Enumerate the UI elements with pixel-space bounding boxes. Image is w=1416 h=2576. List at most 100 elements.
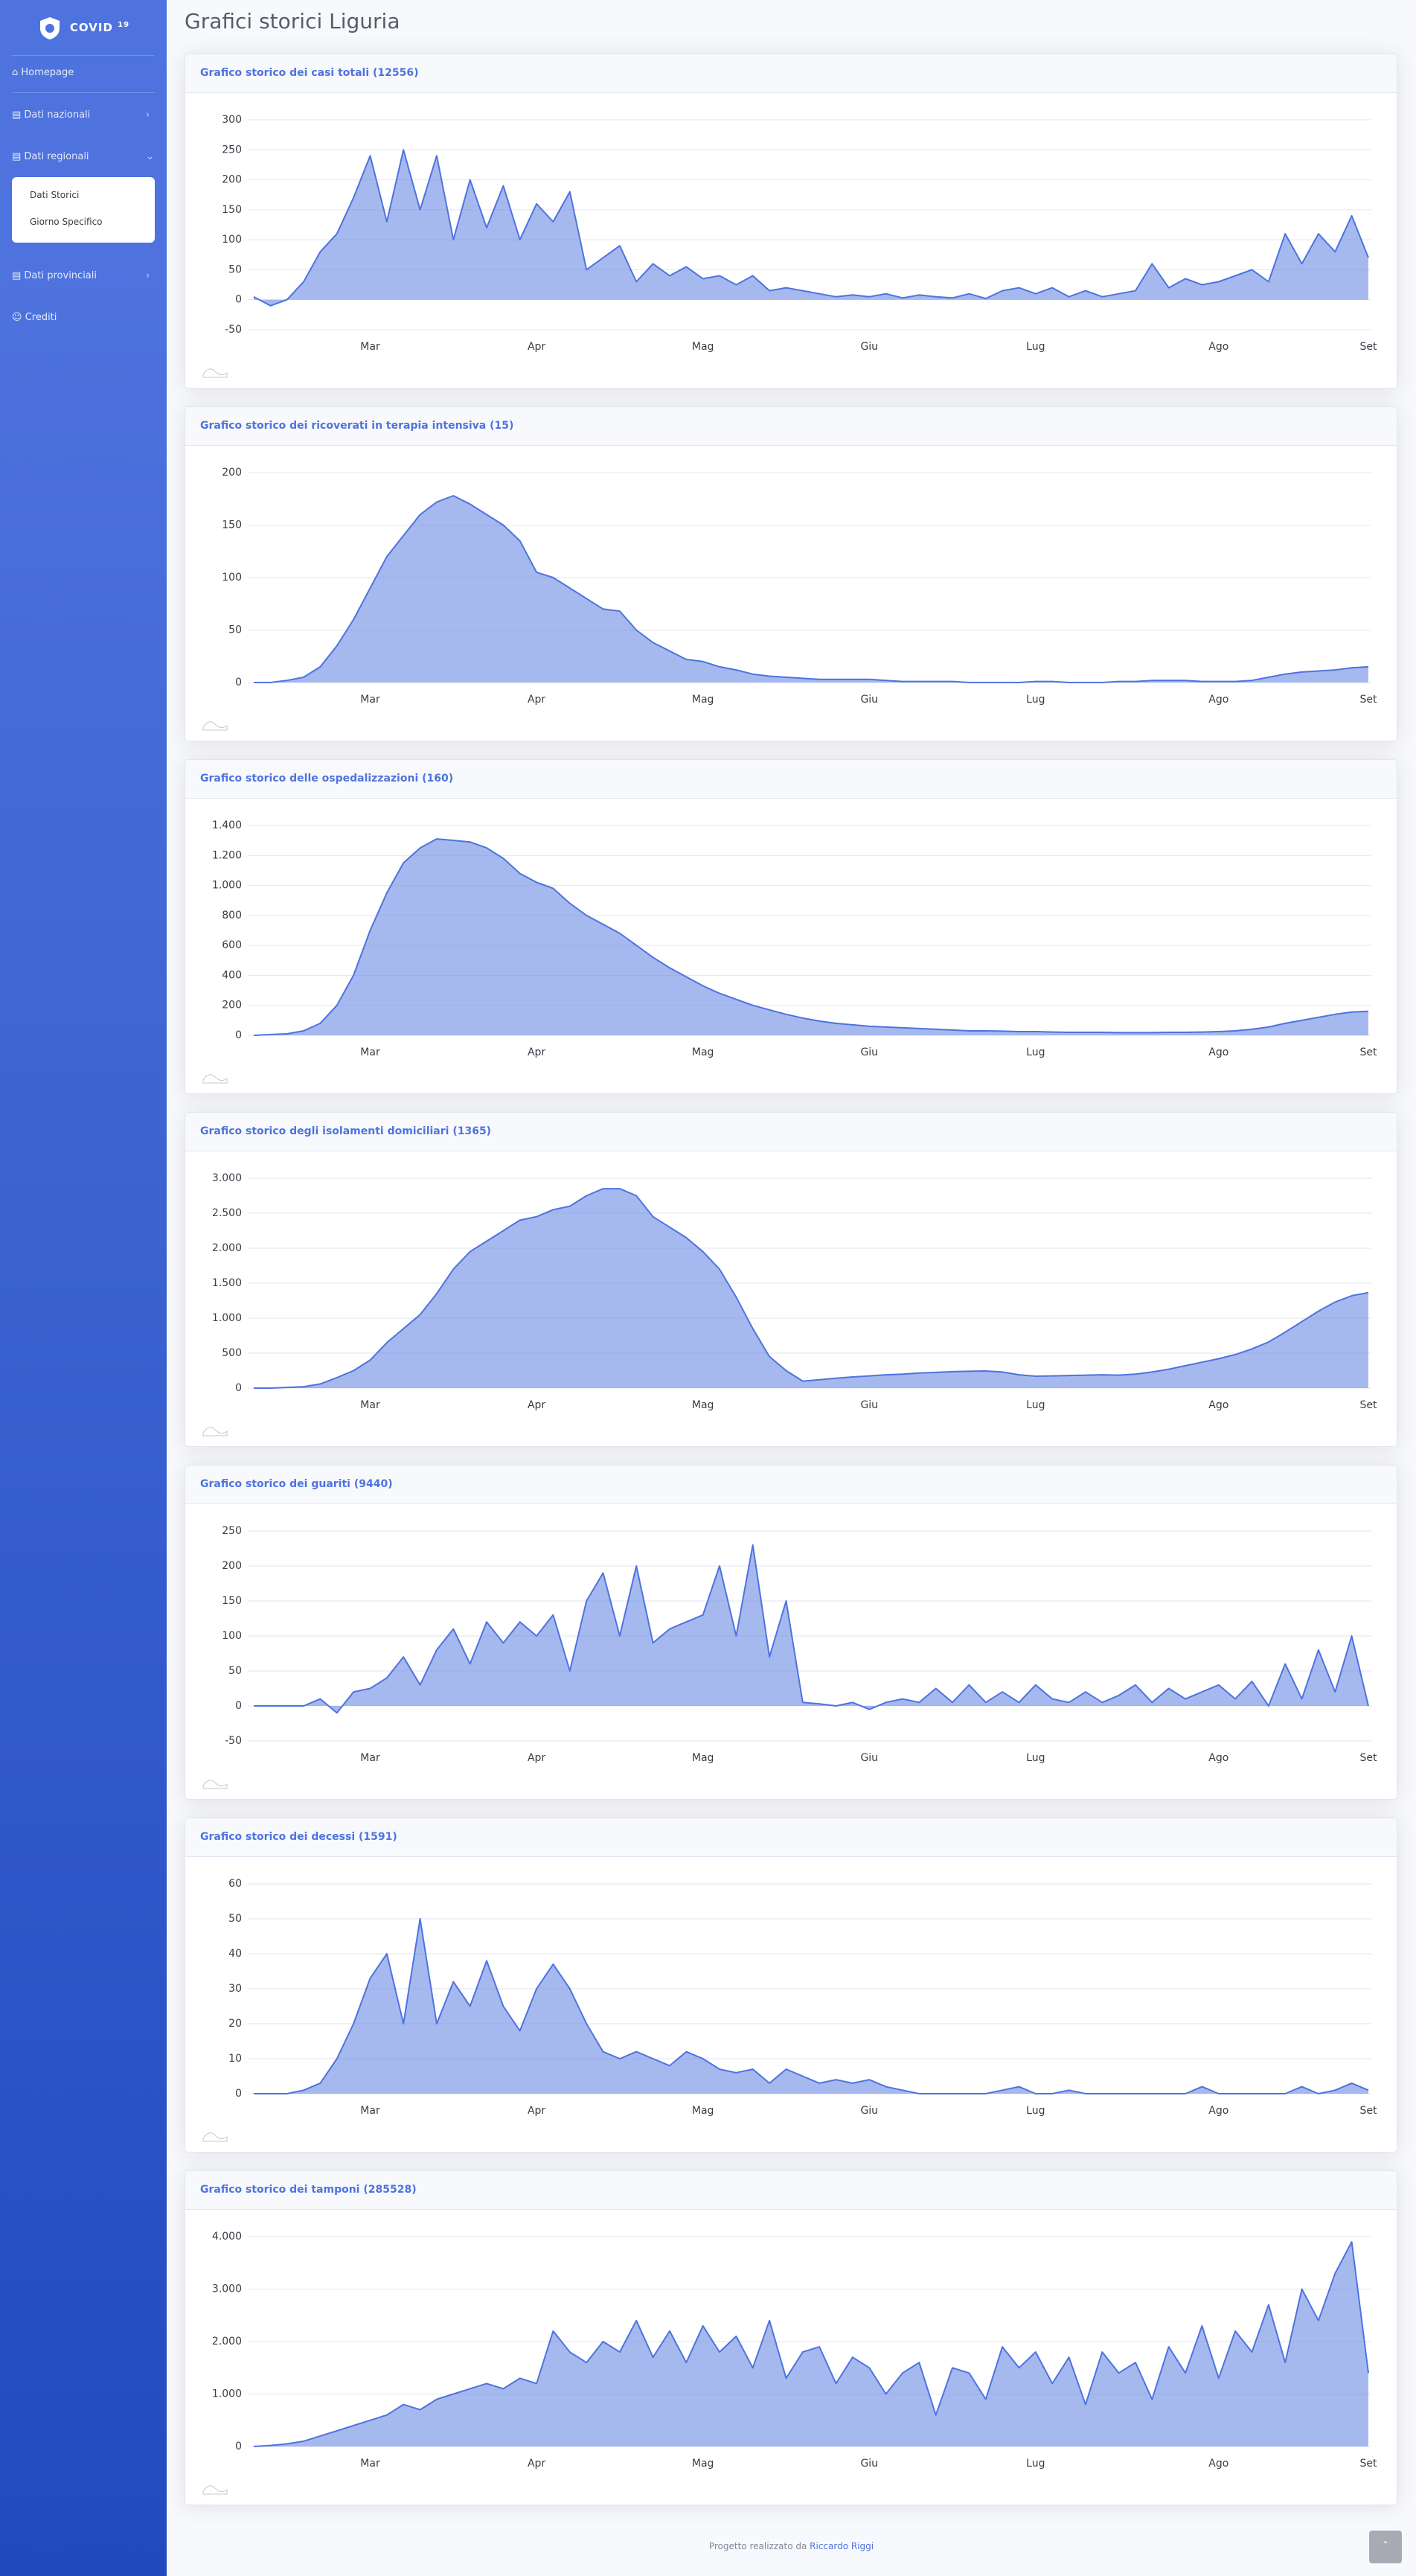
- y-tick-label: 400: [222, 969, 242, 981]
- area: [254, 1919, 1368, 2094]
- x-tick-label: Lug: [1026, 1399, 1045, 1411]
- x-tick-label: Ago: [1208, 1046, 1228, 1058]
- x-tick-label: Ago: [1208, 694, 1228, 706]
- nav-label: Crediti: [25, 312, 57, 323]
- x-tick-label: Mag: [692, 1399, 714, 1411]
- y-tick-label: 60: [228, 1878, 242, 1890]
- y-tick-label: 100: [222, 572, 242, 584]
- x-tick-label: Lug: [1026, 1752, 1045, 1764]
- x-tick-label: Mag: [692, 2105, 714, 2117]
- legend-icon: [202, 1427, 228, 1436]
- x-tick-label: Set: [1360, 2458, 1378, 2470]
- y-tick-label: 50: [228, 263, 242, 275]
- x-tick-label: Mar: [360, 2105, 380, 2117]
- y-tick-label: 150: [222, 204, 242, 216]
- y-tick-label: 1.000: [212, 1312, 242, 1324]
- x-tick-label: Ago: [1208, 1399, 1228, 1411]
- nav-item[interactable]: ▤ Dati nazionali: [12, 109, 91, 121]
- nav-item[interactable]: ▤ Dati regionali: [12, 151, 89, 162]
- y-tick-label: 200: [222, 174, 242, 186]
- nav-label: Dati provinciali: [24, 270, 97, 281]
- x-tick-label: Set: [1360, 1046, 1378, 1058]
- y-tick-label: -50: [225, 1735, 242, 1747]
- scroll-top-button[interactable]: ˆ: [1369, 2531, 1402, 2563]
- y-tick-label: 0: [235, 2088, 242, 2100]
- chart: 0 1.000 2.000 3.000 4.000 Mar Apr Mag Giu Lug Ago S…: [202, 2231, 1378, 2495]
- area: [254, 839, 1368, 1035]
- y-tick-label: 2.500: [212, 1207, 242, 1219]
- line: [254, 495, 1369, 683]
- y-tick-label: 100: [222, 234, 242, 246]
- chart: 0 50 100 150 200 Mar Apr Mag Giu Lug Ago Set: [202, 467, 1377, 731]
- legend-icon: [202, 368, 228, 378]
- nav-label: Homepage: [21, 67, 74, 78]
- y-tick-label: 1.200: [212, 849, 242, 861]
- x-tick-label: Set: [1360, 341, 1378, 353]
- divider: [12, 92, 155, 93]
- submenu-item[interactable]: Giorno Specifico: [30, 217, 103, 227]
- y-tick-label: 200: [222, 467, 242, 479]
- y-tick-label: 0: [235, 677, 242, 688]
- x-tick-label: Ago: [1208, 1752, 1228, 1764]
- x-tick-label: Lug: [1026, 1046, 1045, 1058]
- x-tick-label: Mag: [692, 1046, 714, 1058]
- nav-item[interactable]: ⌂ Homepage: [12, 67, 74, 78]
- x-tick-label: Mar: [360, 2458, 380, 2470]
- brand-sup: 19: [118, 21, 130, 29]
- y-tick-label: 200: [222, 1000, 242, 1011]
- x-tick-label: Ago: [1208, 2105, 1228, 2117]
- area: [254, 2242, 1368, 2446]
- chart-title: Grafico storico dei tamponi (285528): [185, 2171, 1397, 2210]
- chart-card: Grafico storico dei casi totali (12556) -…: [185, 54, 1397, 389]
- chart-card: Grafico storico dei ricoverati in terapi…: [185, 406, 1397, 741]
- y-tick-label: 1.500: [212, 1277, 242, 1289]
- area: [254, 1544, 1368, 1713]
- area: [254, 150, 1368, 306]
- chevron: ›: [146, 270, 150, 281]
- chart: 0 500 1.000 1.500 2.000 2.500 3.000 Mar Apr Mag Gi…: [202, 1172, 1377, 1436]
- x-tick-label: Ago: [1208, 341, 1228, 353]
- y-tick-label: 3.000: [212, 2283, 242, 2295]
- chevron: ⌄: [146, 151, 154, 162]
- y-tick-label: 3.000: [212, 1172, 242, 1184]
- line: [254, 1188, 1369, 1389]
- y-tick-label: 40: [228, 1948, 242, 1960]
- chart-card: Grafico storico delle ospedalizzazioni (…: [185, 759, 1397, 1094]
- area: [254, 1189, 1368, 1388]
- line: [253, 838, 1369, 1036]
- nav-item[interactable]: ☺ Crediti: [12, 312, 57, 323]
- nav-label: Dati regionali: [24, 151, 89, 162]
- y-tick-label: 0: [235, 1382, 242, 1394]
- y-tick-label: 1.000: [212, 880, 242, 892]
- line: [254, 1544, 1369, 1714]
- divider: [12, 55, 155, 56]
- y-tick-label: 0: [235, 1029, 242, 1041]
- y-tick-label: 0: [235, 2441, 242, 2452]
- x-tick-label: Mar: [360, 1752, 380, 1764]
- x-tick-label: Mar: [360, 1046, 380, 1058]
- x-tick-label: Set: [1360, 1752, 1378, 1764]
- area: [254, 496, 1368, 683]
- nav-item[interactable]: ▤ Dati provinciali: [12, 270, 97, 281]
- x-tick-label: Giu: [860, 2458, 878, 2470]
- line: [254, 1918, 1369, 2094]
- footer-link[interactable]: Riccardo Riggi: [810, 2541, 874, 2551]
- brand-text: COVID: [69, 21, 113, 34]
- brand-icon: [39, 16, 60, 39]
- chart: -50 0 50 100 150 200 250 Mar Apr Mag Giu Lug Ago Set: [202, 1525, 1378, 1789]
- y-tick-label: 1.400: [212, 819, 242, 831]
- x-tick-label: Set: [1360, 2105, 1378, 2117]
- y-tick-label: 150: [222, 520, 242, 531]
- chart-card: Grafico storico dei tamponi (285528) 0 1.0…: [185, 2170, 1397, 2505]
- line: [253, 149, 1369, 307]
- brand[interactable]: COVID 19: [0, 10, 167, 40]
- y-tick-label: 150: [222, 1595, 242, 1607]
- x-tick-label: Lug: [1026, 694, 1045, 706]
- sidebar: COVID 19 ⌂ Homepage ▤ Dati nazionali › ▤…: [0, 0, 167, 2576]
- x-tick-label: Apr: [528, 341, 545, 353]
- submenu-item[interactable]: Dati Storici: [30, 190, 80, 200]
- x-tick-label: Ago: [1208, 2458, 1228, 2470]
- chart-title: Grafico storico degli isolamenti domicil…: [185, 1113, 1397, 1151]
- y-tick-label: 10: [228, 2053, 242, 2065]
